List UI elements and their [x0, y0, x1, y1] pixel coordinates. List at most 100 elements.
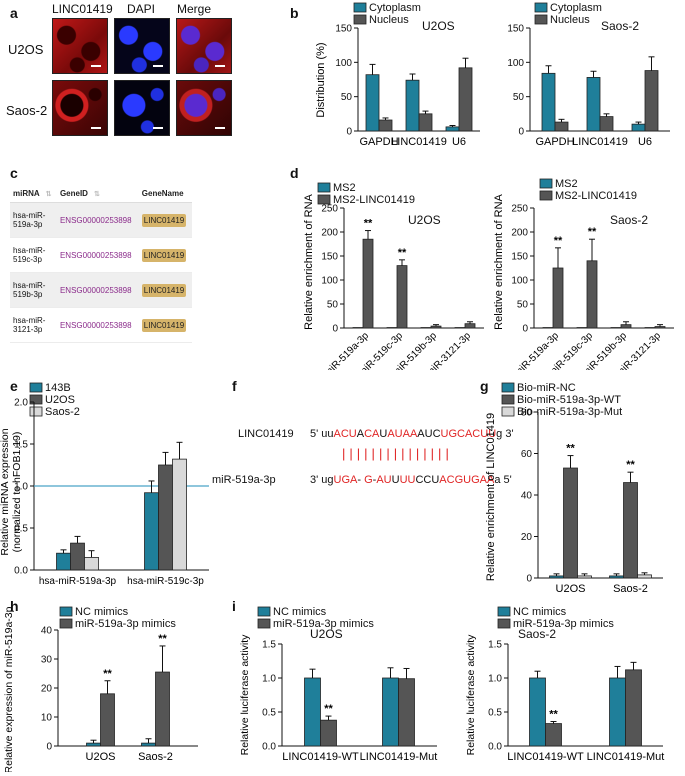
x-tick-label: U6	[452, 136, 466, 148]
y-tick-label: 0.0	[488, 742, 502, 753]
y-tick-label: 200	[321, 228, 338, 239]
y-tick-label: 1.0	[262, 674, 276, 685]
legend-swatch	[539, 190, 553, 201]
sequence-segment: 3' ug	[310, 474, 334, 486]
bar	[386, 327, 398, 329]
bar	[541, 72, 556, 132]
sequence-segment: CA	[364, 428, 380, 440]
y-tick-label: 0.5	[14, 524, 28, 535]
legend-label: MS2	[555, 178, 578, 190]
bar	[599, 116, 614, 132]
x-tick-label: LINC01419-Mut	[360, 751, 438, 763]
y-tick-label: 0.0	[262, 742, 276, 753]
x-tick-label: U2OS	[556, 583, 586, 594]
legend-swatch	[501, 382, 515, 393]
legend-swatch	[59, 606, 73, 617]
y-axis-label: Relative expression of miR-519a-3p	[3, 606, 15, 772]
y-tick-label: 10	[41, 713, 53, 724]
header-genename: GeneName	[138, 185, 192, 203]
sequence-segment: ACGUGAA	[439, 474, 495, 486]
bar	[609, 677, 626, 747]
mirna-target-table: miRNA ⇅ GeneID ⇅ GeneName hsa-miR- 519a-3p …	[10, 185, 192, 343]
significance-label: **	[566, 443, 575, 455]
y-axis-label: Relative luciferase activity	[465, 634, 477, 756]
legend-label: NC mimics	[513, 606, 567, 618]
x-tick-label: hsa-miR-519c-3p	[127, 576, 204, 587]
y-tick-label: 80	[521, 408, 533, 419]
bar	[529, 677, 546, 747]
bar	[320, 719, 337, 747]
legend-swatch	[257, 606, 271, 617]
y-tick-label: 1.0	[14, 482, 28, 493]
mir519a-sequence: 3' ugUGA- G-AUUUUCCUACGUGAAa 5'	[310, 474, 512, 486]
y-tick-label: 40	[41, 626, 53, 637]
x-tick-label: hsa-miR-519a-3p	[309, 330, 372, 370]
bar	[563, 467, 578, 579]
bar	[158, 464, 173, 571]
y-axis-label: Relative enrichment of LINC01419	[485, 413, 497, 581]
bar	[172, 458, 187, 571]
bar	[398, 678, 415, 747]
panel-label-g: g	[480, 378, 489, 394]
table-row: hsa-miR- 519b-3p ENSG00000253898 LINC0141…	[10, 272, 192, 308]
bar	[86, 742, 101, 747]
bar	[586, 260, 598, 329]
y-axis-label: Distribution (%)	[315, 42, 327, 117]
bar	[458, 67, 473, 132]
y-tick-label: 150	[511, 252, 528, 263]
chart-g: Bio-miR-NCBio-miR-519a-3p-WTBio-miR-519a…	[485, 382, 663, 594]
legend-label: U2OS	[45, 394, 75, 406]
sequence-segment: a 5'	[494, 474, 512, 486]
bar	[352, 327, 364, 329]
y-tick-label: 100	[511, 276, 528, 287]
y-tick-label: 1.5	[262, 640, 276, 651]
y-tick-label: 0	[518, 127, 524, 138]
bar	[637, 574, 652, 579]
y-tick-label: 100	[507, 58, 524, 69]
x-tick-label: Saos-2	[613, 583, 648, 594]
image-saos2-merge	[176, 80, 232, 136]
panel-label-b: b	[290, 5, 299, 21]
sequence-segment: UGCACUU	[440, 428, 497, 440]
y-axis-label: (normalized to hFOB1.19)	[11, 432, 23, 553]
bar	[644, 70, 659, 132]
bar	[100, 693, 115, 747]
x-tick-label: hsa-miR-519a-3p	[499, 330, 562, 370]
significance-label: **	[398, 247, 407, 259]
y-tick-label: 0.0	[14, 566, 28, 577]
legend-label: miR-519a-3p mimics	[75, 618, 176, 630]
x-tick-label: LINC01419	[391, 136, 447, 148]
sequence-segment: -	[357, 474, 365, 486]
linc01419-sequence: 5' uuACUACAUAUAAAUCUGCACUUg 3'	[310, 428, 514, 440]
significance-label: **	[158, 633, 167, 645]
x-tick-label: LINC01419-WT	[507, 751, 584, 763]
legend-swatch	[497, 618, 511, 629]
x-tick-label: GAPDH	[535, 136, 574, 148]
y-tick-label: 250	[321, 204, 338, 215]
y-tick-label: 0.5	[262, 708, 276, 719]
column-label-merge: Merge	[177, 2, 212, 16]
y-tick-label: 20	[41, 684, 53, 695]
header-mirna: miRNA ⇅	[10, 185, 57, 203]
x-tick-label: U2OS	[86, 751, 116, 763]
bar	[141, 742, 156, 747]
sequence-segment: g 3'	[496, 428, 514, 440]
y-axis-label: Relative luciferase activity	[239, 634, 251, 756]
legend-label: MS2	[333, 182, 356, 194]
legend-label: MS2-LINC01419	[333, 194, 415, 206]
x-tick-label: LINC01419-WT	[282, 751, 359, 763]
y-tick-label: 0	[526, 574, 532, 585]
legend-swatch	[317, 194, 331, 205]
bar	[365, 74, 380, 132]
bar	[464, 323, 476, 329]
y-tick-label: 100	[335, 58, 352, 69]
significance-label: **	[549, 709, 558, 721]
bar	[362, 238, 374, 329]
bar	[577, 575, 592, 579]
y-tick-label: 1.5	[488, 640, 502, 651]
sequence-segment: CCU	[415, 474, 440, 486]
